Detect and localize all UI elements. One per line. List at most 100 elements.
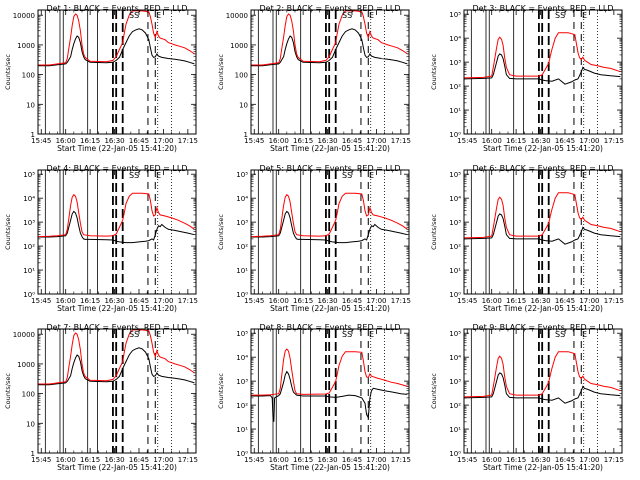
y-tick-label: 10⁵: [236, 171, 248, 179]
lld-series-line: [38, 192, 195, 238]
y-tick-label: 100: [22, 391, 35, 399]
y-axis-label: Counts/sec: [430, 54, 438, 90]
y-tick-label: 10000: [13, 331, 35, 339]
x-tick-label: 17:00: [153, 456, 173, 464]
y-tick-label: 10⁵: [449, 171, 461, 179]
x-tick-label: 17:00: [366, 297, 386, 305]
y-axis-label: Counts/sec: [217, 54, 225, 90]
region-label: E: [369, 330, 374, 339]
x-axis-label: Start Time (22-Jan-05 15:41:20): [483, 304, 603, 313]
x-tick-label: 16:00: [269, 137, 289, 145]
lld-series-line: [251, 192, 408, 238]
chart-panel: 10⁰ 10¹ 10² 10³ 10⁴ 10⁵ 15:45 16:00 16:15 16:30 16…: [430, 323, 624, 472]
x-tick-label: 16:15: [293, 137, 313, 145]
x-axis-label: Start Time (22-Jan-05 15:41:20): [57, 463, 177, 472]
x-tick-label: 16:45: [555, 456, 575, 464]
y-tick-label: 10²: [449, 243, 461, 251]
x-tick-label: 17:00: [366, 137, 386, 145]
x-axis-label: Start Time (22-Jan-05 15:41:20): [483, 463, 603, 472]
x-tick-label: 17:00: [579, 297, 599, 305]
y-tick-label: 10²: [23, 243, 35, 251]
y-axis-label: Counts/sec: [430, 373, 438, 409]
events-series-line: [464, 213, 621, 245]
x-tick-label: 16:45: [129, 137, 149, 145]
x-tick-label: 17:15: [604, 137, 624, 145]
y-tick-label: 10²: [449, 83, 461, 91]
region-label: E: [582, 11, 587, 20]
events-series-line: [251, 28, 408, 67]
events-series-line: [251, 210, 408, 244]
y-tick-label: 10⁰: [449, 291, 461, 299]
y-tick-label: 10⁰: [236, 450, 248, 458]
y-tick-label: 10¹: [449, 107, 461, 115]
x-tick-label: 16:30: [104, 137, 124, 145]
y-tick-label: 100: [22, 72, 35, 80]
chart-panel: 10⁰ 10¹ 10² 10³ 10⁴ 10⁵ 15:45 16:00 16:15 16:30 16…: [217, 164, 411, 313]
y-tick-label: 10⁰: [449, 131, 461, 139]
x-tick-label: 16:30: [317, 456, 337, 464]
y-tick-label: 10⁵: [23, 171, 35, 179]
y-axis-label: Counts/sec: [430, 214, 438, 250]
y-tick-label: 10⁵: [449, 330, 461, 338]
x-axis-label: Start Time (22-Jan-05 15:41:20): [57, 144, 177, 153]
y-tick-label: 10³: [236, 219, 248, 227]
series-group: [464, 32, 621, 85]
chart-title: Det 1: BLACK = Events, RED = LLD: [47, 4, 188, 13]
x-tick-label: 16:00: [56, 137, 76, 145]
y-tick-label: 10⁵: [236, 330, 248, 338]
x-tick-label: 16:15: [293, 456, 313, 464]
x-tick-label: 17:15: [178, 297, 198, 305]
x-axis-label: Start Time (22-Jan-05 15:41:20): [270, 463, 390, 472]
chart-title: Det 9: BLACK = Events, RED = LLD: [473, 323, 614, 332]
x-tick-label: 17:15: [604, 297, 624, 305]
y-tick-label: 10⁰: [449, 450, 461, 458]
x-tick-label: 16:30: [530, 456, 550, 464]
x-tick-label: 16:15: [80, 137, 100, 145]
x-tick-label: 16:30: [104, 456, 124, 464]
series-group: [38, 10, 195, 67]
x-tick-label: 16:15: [80, 456, 100, 464]
y-tick-label: 10⁰: [23, 291, 35, 299]
x-tick-label: 16:45: [555, 297, 575, 305]
region-label: SS: [342, 11, 352, 20]
y-tick-label: 10²: [449, 402, 461, 410]
region-label: SS: [555, 11, 565, 20]
region-label: SS: [129, 171, 139, 180]
x-tick-label: 15:45: [457, 137, 477, 145]
y-tick-label: 10³: [23, 219, 35, 227]
x-tick-label: 17:00: [579, 137, 599, 145]
x-tick-label: 16:00: [56, 456, 76, 464]
x-tick-label: 16:45: [342, 137, 362, 145]
plot-frame: [37, 9, 197, 135]
series-group: [251, 348, 408, 422]
x-tick-label: 16:30: [317, 297, 337, 305]
lld-series-line: [464, 32, 621, 79]
x-tick-label: 16:15: [506, 297, 526, 305]
x-tick-label: 16:00: [482, 456, 502, 464]
chart-panel: 10⁰ 10¹ 10² 10³ 10⁴ 10⁵ 15:45 16:00 16:15 16:30 16…: [430, 164, 624, 313]
y-tick-label: 10⁴: [236, 195, 248, 203]
chart-title: Det 8: BLACK = Events, RED = LLD: [260, 323, 401, 332]
x-tick-label: 16:15: [506, 137, 526, 145]
x-tick-label: 16:30: [104, 297, 124, 305]
x-tick-label: 16:45: [342, 297, 362, 305]
y-tick-label: 10¹: [236, 267, 248, 275]
y-axis-label: Counts/sec: [217, 214, 225, 250]
y-axis-label: Counts/sec: [4, 54, 12, 90]
y-tick-label: 10³: [449, 219, 461, 227]
y-tick-label: 10: [26, 101, 35, 109]
y-axis-label: Counts/sec: [4, 373, 12, 409]
events-series-line: [38, 347, 195, 386]
x-tick-label: 16:00: [269, 456, 289, 464]
y-tick-label: 1: [31, 450, 35, 458]
region-label: E: [156, 171, 161, 180]
y-tick-label: 10⁰: [236, 291, 248, 299]
series-group: [251, 10, 408, 67]
x-tick-label: 16:45: [342, 456, 362, 464]
plot-frame: [250, 9, 410, 135]
events-series-line: [464, 53, 621, 85]
x-tick-label: 15:45: [31, 297, 51, 305]
x-axis-label: Start Time (22-Jan-05 15:41:20): [57, 304, 177, 313]
x-tick-label: 17:00: [153, 297, 173, 305]
y-tick-label: 100: [235, 72, 248, 80]
